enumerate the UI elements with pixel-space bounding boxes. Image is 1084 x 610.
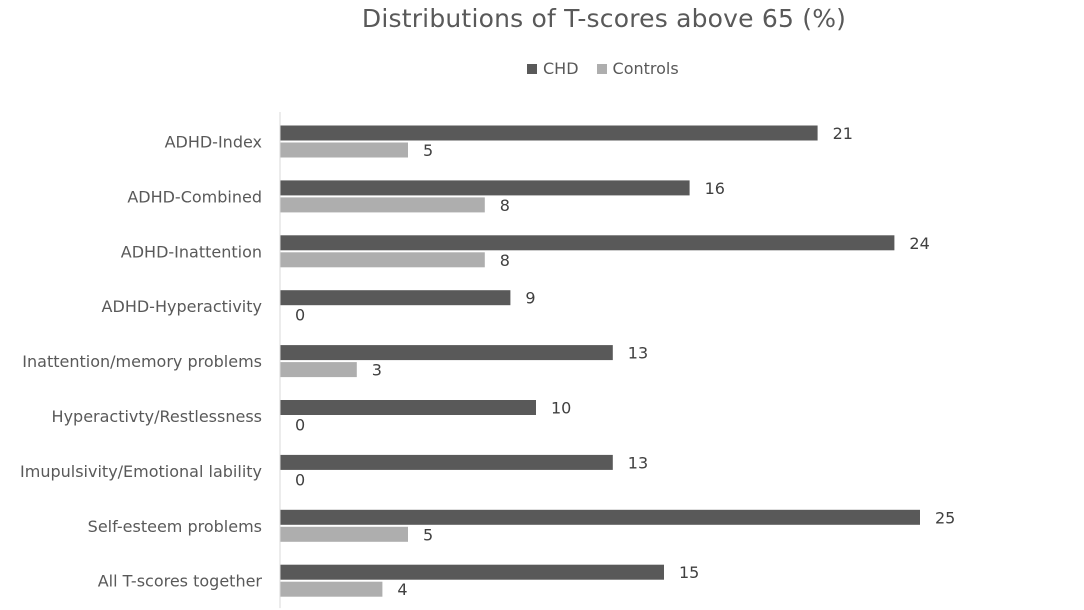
data-label-chd-inattention-memory-problems: 13 xyxy=(628,344,648,363)
data-label-controls-inattention-memory-problems: 3 xyxy=(372,361,382,380)
bar-controls-adhd-index xyxy=(280,142,408,158)
data-label-chd-adhd-combined: 16 xyxy=(705,179,725,198)
bar-chd-hyperactivty-restlessness xyxy=(280,400,536,415)
bar-chd-adhd-inattention xyxy=(280,235,895,251)
legend-swatch-controls xyxy=(596,63,607,74)
bar-controls-adhd-inattention xyxy=(280,252,485,268)
bar-controls-self-esteem-problems xyxy=(280,526,408,542)
category-label-adhd-inattention: ADHD-Inattention xyxy=(121,242,262,261)
legend-label-controls: Controls xyxy=(612,59,679,78)
category-label-inattention-memory-problems: Inattention/memory problems xyxy=(22,352,262,371)
data-label-chd-adhd-index: 21 xyxy=(833,124,853,143)
data-label-controls-adhd-combined: 8 xyxy=(500,196,510,215)
data-label-controls-imupulsivity-emotional-lability: 0 xyxy=(295,470,305,489)
data-label-controls-hyperactivty-restlessness: 0 xyxy=(295,416,305,435)
legend-swatch-chd xyxy=(527,63,537,74)
data-label-chd-adhd-inattention: 24 xyxy=(909,234,929,253)
legend: CHD Controls xyxy=(527,59,697,78)
data-label-chd-hyperactivty-restlessness: 10 xyxy=(551,399,571,418)
bar-chd-all-t-scores-together xyxy=(280,564,664,580)
legend-label-chd: CHD xyxy=(543,59,579,78)
data-label-chd-adhd-hyperactivity: 9 xyxy=(525,289,535,308)
bar-chd-adhd-hyperactivity xyxy=(280,290,511,306)
bar-chd-adhd-combined xyxy=(280,180,690,196)
bar-chd-adhd-index xyxy=(280,125,818,141)
chart-title: Distributions of T-scores above 65 (%) xyxy=(361,4,847,33)
category-label-adhd-combined: ADHD-Combined xyxy=(127,187,262,206)
bar-controls-inattention-memory-problems xyxy=(280,362,357,378)
data-label-controls-all-t-scores-together: 4 xyxy=(397,580,407,599)
category-label-hyperactivty-restlessness: Hyperactivty/Restlessness xyxy=(52,407,262,426)
category-label-adhd-hyperactivity: ADHD-Hyperactivity xyxy=(102,297,262,316)
data-label-controls-adhd-hyperactivity: 0 xyxy=(295,306,305,325)
data-label-chd-imupulsivity-emotional-lability: 13 xyxy=(628,453,648,472)
category-label-imupulsivity-emotional-lability: Imupulsivity/Emotional lability xyxy=(20,462,262,481)
bar-chd-imupulsivity-emotional-lability xyxy=(280,454,613,470)
category-label-adhd-index: ADHD-Index xyxy=(165,133,262,152)
bar-chd-inattention-memory-problems xyxy=(280,345,613,361)
data-label-chd-self-esteem-problems: 25 xyxy=(935,508,955,527)
data-label-controls-adhd-index: 5 xyxy=(423,141,433,160)
legend-item-chd: CHD xyxy=(527,59,579,78)
data-label-chd-all-t-scores-together: 15 xyxy=(679,563,699,582)
category-label-all-t-scores-together: All T-scores together xyxy=(98,572,263,591)
bar-controls-adhd-combined xyxy=(280,197,485,213)
bar-controls-all-t-scores-together xyxy=(280,581,383,597)
data-label-controls-self-esteem-problems: 5 xyxy=(423,525,433,544)
legend-item-controls: Controls xyxy=(596,59,679,78)
bar-chd-self-esteem-problems xyxy=(280,509,920,525)
data-label-controls-adhd-inattention: 8 xyxy=(500,251,510,270)
category-label-self-esteem-problems: Self-esteem problems xyxy=(88,517,262,536)
